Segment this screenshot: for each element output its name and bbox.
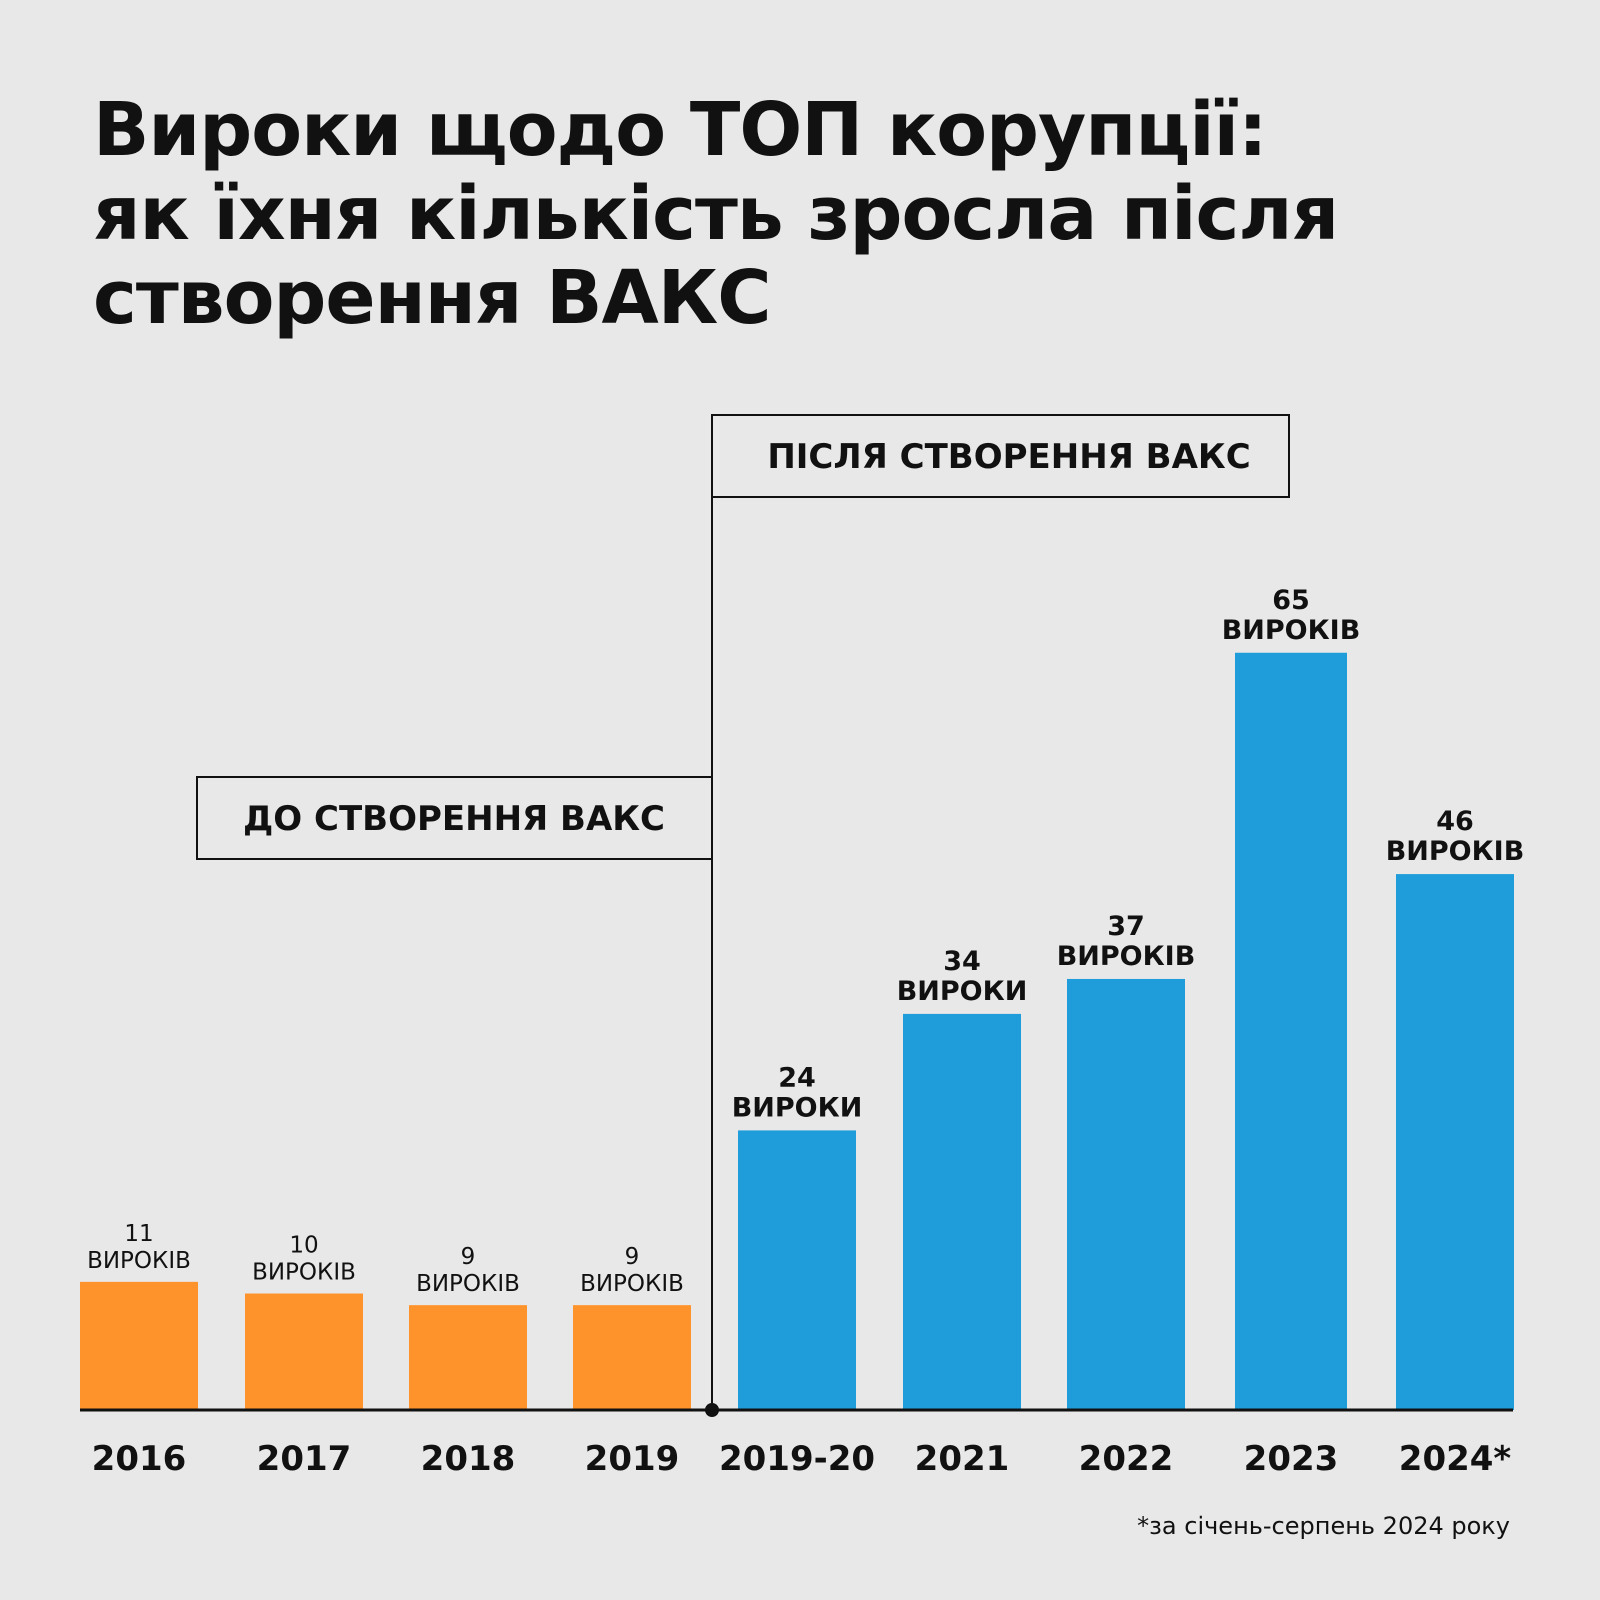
bar-2024* bbox=[1396, 874, 1514, 1410]
footnote: *за січень-серпень 2024 року bbox=[1137, 1512, 1510, 1540]
bar-2023 bbox=[1235, 652, 1347, 1410]
data-label-unit: ВИРОКІВ bbox=[1057, 941, 1196, 972]
before-label: ДО СТВОРЕННЯ ВАКС bbox=[243, 799, 665, 839]
bar-2019 bbox=[573, 1305, 691, 1410]
after-label-box bbox=[711, 414, 1290, 498]
x-tick-label: 2016 bbox=[92, 1439, 187, 1479]
x-tick-label: 2018 bbox=[421, 1439, 516, 1479]
data-label-unit: ВИРОКИ bbox=[732, 1092, 863, 1123]
x-tick-label: 2024* bbox=[1399, 1439, 1512, 1479]
bar-2019-20 bbox=[738, 1130, 856, 1410]
data-label-value: 10 bbox=[289, 1233, 318, 1259]
data-label-value: 34 bbox=[943, 946, 981, 977]
bar-2017 bbox=[245, 1293, 363, 1410]
x-tick-label: 2021 bbox=[915, 1439, 1010, 1479]
data-label-unit: ВИРОКИ bbox=[897, 976, 1028, 1007]
data-label-value: 24 bbox=[778, 1062, 816, 1093]
x-tick-label: 2019 bbox=[585, 1439, 680, 1479]
title-line-3: створення ВАКС bbox=[93, 255, 772, 341]
data-label-value: 9 bbox=[625, 1244, 640, 1270]
data-label-value: 9 bbox=[461, 1244, 476, 1270]
after-label: ПІСЛЯ СТВОРЕННЯ ВАКС bbox=[767, 437, 1250, 477]
x-tick-label: 2022 bbox=[1079, 1439, 1174, 1479]
chart-title: Вироки щодо ТОП корупції: як їхня кількі… bbox=[93, 88, 1513, 340]
bar-2016 bbox=[80, 1281, 198, 1410]
data-label-value: 11 bbox=[124, 1221, 153, 1247]
x-tick-label: 2023 bbox=[1244, 1439, 1339, 1479]
bar-2021 bbox=[903, 1013, 1021, 1410]
title-line-2: як їхня кількість зросла після bbox=[93, 171, 1339, 257]
title-line-1: Вироки щодо ТОП корупції: bbox=[93, 87, 1268, 173]
data-label-value: 37 bbox=[1107, 911, 1145, 942]
data-label-unit: ВИРОКІВ bbox=[1386, 836, 1525, 867]
data-label-value: 65 bbox=[1272, 585, 1310, 616]
data-label-value: 46 bbox=[1436, 806, 1474, 837]
data-label-unit: ВИРОКІВ bbox=[1222, 615, 1361, 646]
x-tick-label: 2017 bbox=[257, 1439, 352, 1479]
data-label-unit: ВИРОКІВ bbox=[87, 1248, 191, 1274]
bar-2022 bbox=[1067, 978, 1185, 1410]
x-tick-label: 2019-20 bbox=[719, 1439, 875, 1479]
data-label-unit: ВИРОКІВ bbox=[252, 1260, 356, 1286]
data-label-unit: ВИРОКІВ bbox=[580, 1271, 684, 1297]
data-label-unit: ВИРОКІВ bbox=[416, 1271, 520, 1297]
divider-dot bbox=[705, 1403, 719, 1417]
bar-2018 bbox=[409, 1305, 527, 1410]
before-label-box bbox=[196, 776, 713, 860]
